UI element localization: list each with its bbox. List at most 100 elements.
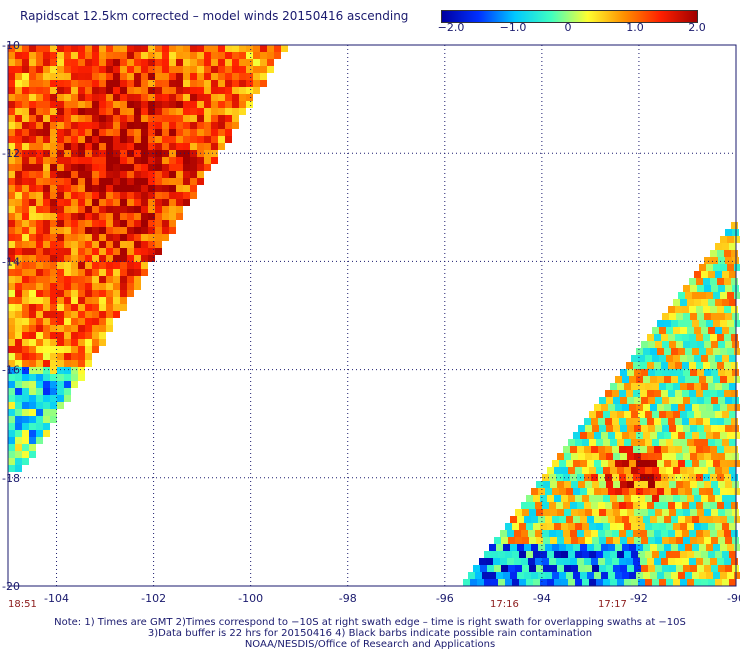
wind-cell (22, 164, 29, 171)
wind-cell (141, 234, 148, 241)
wind-cell (211, 108, 218, 115)
wind-cell (15, 248, 22, 255)
wind-cell (78, 283, 85, 290)
wind-cell (624, 551, 631, 558)
wind-cell (692, 460, 699, 467)
wind-cell (680, 299, 687, 306)
wind-cell (253, 45, 260, 52)
wind-cell (636, 460, 643, 467)
wind-cell (680, 523, 687, 530)
wind-cell (260, 66, 267, 73)
wind-cell (594, 572, 601, 579)
wind-cell (71, 143, 78, 150)
wind-cell (570, 530, 577, 537)
wind-cell (584, 502, 591, 509)
wind-cell (666, 495, 673, 502)
wind-cell (92, 234, 99, 241)
wind-cell (668, 334, 675, 341)
wind-cell (15, 304, 22, 311)
wind-cell (620, 509, 627, 516)
wind-cell (648, 537, 655, 544)
wind-cell (613, 481, 620, 488)
wind-cell (706, 544, 713, 551)
wind-cell (510, 516, 517, 523)
wind-cell (655, 369, 662, 376)
wind-cell (694, 327, 701, 334)
wind-cell (127, 157, 134, 164)
wind-cell (78, 332, 85, 339)
wind-cell (659, 467, 666, 474)
wind-cell (650, 376, 657, 383)
wind-cell (699, 460, 706, 467)
wind-cell (127, 115, 134, 122)
wind-cell (556, 474, 563, 481)
wind-cell (521, 502, 528, 509)
wind-cell (127, 136, 134, 143)
wind-cell (715, 243, 722, 250)
wind-cell (724, 558, 731, 565)
wind-cell (183, 185, 190, 192)
wind-cell (522, 509, 529, 516)
wind-cell (697, 369, 704, 376)
wind-cell (36, 318, 43, 325)
wind-cell (617, 467, 624, 474)
wind-cell (141, 101, 148, 108)
wind-cell (671, 376, 678, 383)
wind-cell (659, 495, 666, 502)
wind-cell (725, 257, 732, 264)
wind-cell (715, 383, 722, 390)
wind-cell (699, 432, 706, 439)
wind-cell (676, 313, 683, 320)
wind-cell (8, 129, 15, 136)
wind-cell (536, 537, 543, 544)
wind-cell (22, 416, 29, 423)
wind-cell (694, 467, 701, 474)
wind-cell (15, 367, 22, 374)
wind-cell (169, 59, 176, 66)
colorbar-label-neg1: −1.0 (499, 21, 527, 34)
wind-cell (92, 227, 99, 234)
wind-cell (715, 411, 722, 418)
wind-cell (169, 80, 176, 87)
wind-cell (134, 171, 141, 178)
wind-cell (678, 348, 685, 355)
swath-time-east-b: 17:17 (598, 599, 627, 610)
wind-cell (113, 157, 120, 164)
wind-cell (15, 136, 22, 143)
wind-cell (626, 418, 633, 425)
wind-cell (43, 416, 50, 423)
wind-cell (573, 460, 580, 467)
wind-cell (141, 164, 148, 171)
wind-cell (715, 579, 722, 586)
wind-cell (92, 276, 99, 283)
wind-cell (542, 502, 549, 509)
wind-cell (8, 150, 15, 157)
wind-cell (8, 234, 15, 241)
wind-cell (657, 320, 664, 327)
wind-cell (197, 115, 204, 122)
wind-cell (720, 544, 727, 551)
wind-cell (162, 94, 169, 101)
wind-cell (50, 213, 57, 220)
wind-cell (204, 94, 211, 101)
wind-cell (134, 143, 141, 150)
wind-cell (29, 185, 36, 192)
wind-cell (729, 299, 736, 306)
wind-cell (661, 558, 668, 565)
wind-cell (232, 108, 239, 115)
wind-cell (57, 73, 64, 80)
wind-cell (729, 271, 736, 278)
wind-cell (22, 129, 29, 136)
wind-cell (99, 234, 106, 241)
wind-cell (612, 474, 619, 481)
wind-cell (29, 122, 36, 129)
wind-cell (8, 409, 15, 416)
wind-cell (703, 558, 710, 565)
wind-cell (141, 213, 148, 220)
wind-cell (706, 292, 713, 299)
wind-cell (225, 87, 232, 94)
wind-cell (591, 446, 598, 453)
wind-cell (566, 460, 573, 467)
wind-cell (197, 73, 204, 80)
wind-cell (636, 544, 643, 551)
